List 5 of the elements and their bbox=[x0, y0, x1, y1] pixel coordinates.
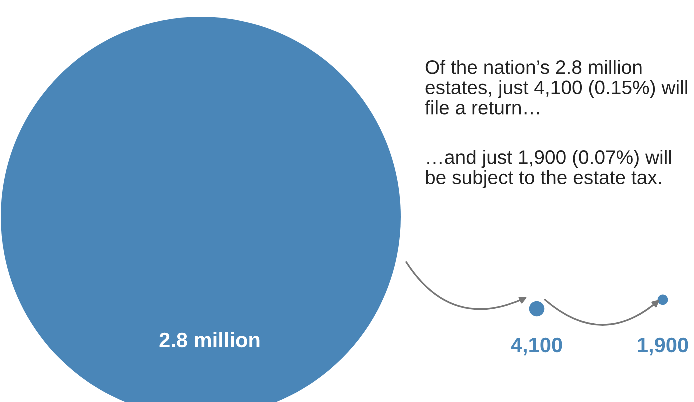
data-label: 4,100 bbox=[511, 338, 562, 356]
text: Of the nation’s 2.8 million estates, just 4,100 (0.15%) will file a return… bbox=[425, 60, 688, 115]
data-label: 2.8 million bbox=[160, 332, 260, 348]
data-label: 1,900 bbox=[638, 338, 688, 356]
text: …and just 1,900 (0.07%) will be subject to the estate tax. bbox=[426, 150, 672, 188]
